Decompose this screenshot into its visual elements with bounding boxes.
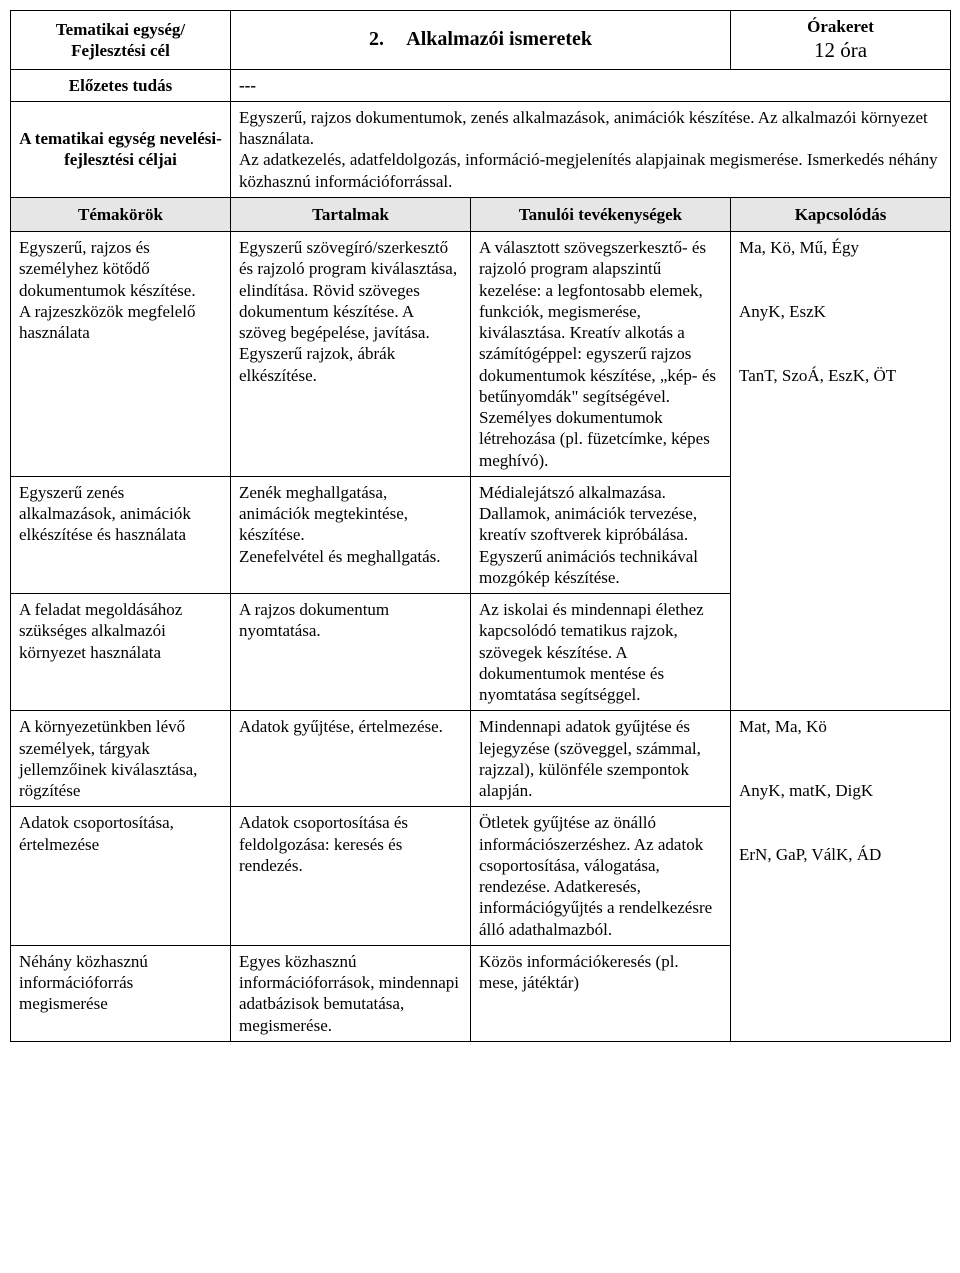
col-header-topics: Témakörök: [11, 197, 231, 231]
activity-text: Ötletek gyűjtése az önálló információsze…: [479, 813, 712, 938]
content-cell: Egyes közhasznú információforrások, mind…: [231, 945, 471, 1041]
activity-text: Mindennapi adatok gyűjtése és lejegyzése…: [479, 717, 701, 800]
content-text: A rajzos dokumentum nyomtatása.: [239, 600, 389, 640]
activity-text: Közös információkeresés (pl. mese, játék…: [479, 952, 679, 992]
prereq-label-cell: Előzetes tudás: [11, 69, 231, 101]
topic-cell: Egyszerű zenés alkalmazások, animációk e…: [11, 476, 231, 593]
col-header-links: Kapcsolódás: [731, 197, 951, 231]
activity-text: A választott szövegszerkesztő- és rajzol…: [479, 238, 716, 470]
link-text: Mat, Ma, Kö AnyK, matK, DigK ErN, GaP, V…: [739, 717, 881, 864]
link-cell-group1: Ma, Kö, Mű, Égy AnyK, EszK TanT, SzoÁ, E…: [731, 232, 951, 711]
topic-text: Egyszerű, rajzos és személyhez kötődő do…: [19, 238, 196, 342]
prereq-label: Előzetes tudás: [69, 76, 172, 95]
unit-label: Tematikai egység/ Fejlesztési cél: [56, 20, 185, 60]
goals-label: A tematikai egység nevelési-fejlesztési …: [19, 129, 222, 169]
topic-text: A környezetünkben lévő személyek, tárgya…: [19, 717, 197, 800]
link-cell-group2: Mat, Ma, Kö AnyK, matK, DigK ErN, GaP, V…: [731, 711, 951, 1042]
content-cell: Adatok gyűjtése, értelmezése.: [231, 711, 471, 807]
topic-cell: Egyszerű, rajzos és személyhez kötődő do…: [11, 232, 231, 477]
topic-cell: A környezetünkben lévő személyek, tárgya…: [11, 711, 231, 807]
time-label: Órakeret: [739, 16, 942, 37]
topic-text: Adatok csoportosítása, értelmezése: [19, 813, 174, 853]
activity-cell: A választott szövegszerkesztő- és rajzol…: [471, 232, 731, 477]
content-cell: Adatok csoportosítása és feldolgozása: k…: [231, 807, 471, 946]
content-text: Adatok gyűjtése, értelmezése.: [239, 717, 443, 736]
goals-value: Egyszerű, rajzos dokumentumok, zenés alk…: [239, 108, 938, 191]
topic-text: A feladat megoldásához szükséges alkalma…: [19, 600, 182, 662]
unit-label-cell: Tematikai egység/ Fejlesztési cél: [11, 11, 231, 70]
section-title: Alkalmazói ismeretek: [406, 28, 592, 50]
section-number: 2.: [369, 27, 384, 52]
curriculum-table: Tematikai egység/ Fejlesztési cél 2. Alk…: [10, 10, 951, 1042]
activity-text: Az iskolai és mindennapi élethez kapcsol…: [479, 600, 704, 704]
prereq-value: ---: [239, 76, 256, 95]
topic-cell: Néhány közhasznú információforrás megism…: [11, 945, 231, 1041]
topic-cell: Adatok csoportosítása, értelmezése: [11, 807, 231, 946]
goals-label-cell: A tematikai egység nevelési-fejlesztési …: [11, 101, 231, 197]
table-row: A környezetünkben lévő személyek, tárgya…: [11, 711, 951, 807]
activity-cell: Mindennapi adatok gyűjtése és lejegyzése…: [471, 711, 731, 807]
content-text: Egyes közhasznú információforrások, mind…: [239, 952, 459, 1035]
content-text: Zenék meghallgatása, animációk megtekint…: [239, 483, 441, 566]
activity-cell: Ötletek gyűjtése az önálló információsze…: [471, 807, 731, 946]
time-cell: Órakeret 12 óra: [731, 11, 951, 70]
topic-text: Néhány közhasznú információforrás megism…: [19, 952, 148, 1014]
content-cell: Egyszerű szövegíró/szerkesztő és rajzoló…: [231, 232, 471, 477]
link-text: Ma, Kö, Mű, Égy AnyK, EszK TanT, SzoÁ, E…: [739, 238, 896, 385]
activity-cell: Közös információkeresés (pl. mese, játék…: [471, 945, 731, 1041]
topic-text: Egyszerű zenés alkalmazások, animációk e…: [19, 483, 191, 545]
prereq-value-cell: ---: [231, 69, 951, 101]
activity-cell: Az iskolai és mindennapi élethez kapcsol…: [471, 594, 731, 711]
col-header-contents: Tartalmak: [231, 197, 471, 231]
col-header-activities: Tanulói tevékenységek: [471, 197, 731, 231]
activity-text: Médialejátszó alkalmazása. Dallamok, ani…: [479, 483, 698, 587]
content-cell: Zenék meghallgatása, animációk megtekint…: [231, 476, 471, 593]
content-cell: A rajzos dokumentum nyomtatása.: [231, 594, 471, 711]
goals-value-cell: Egyszerű, rajzos dokumentumok, zenés alk…: [231, 101, 951, 197]
topic-cell: A feladat megoldásához szükséges alkalma…: [11, 594, 231, 711]
activity-cell: Médialejátszó alkalmazása. Dallamok, ani…: [471, 476, 731, 593]
content-text: Adatok csoportosítása és feldolgozása: k…: [239, 813, 408, 875]
section-title-cell: 2. Alkalmazói ismeretek: [231, 11, 731, 70]
content-text: Egyszerű szövegíró/szerkesztő és rajzoló…: [239, 238, 457, 385]
table-row: Egyszerű, rajzos és személyhez kötődő do…: [11, 232, 951, 477]
time-value: 12 óra: [739, 37, 942, 63]
